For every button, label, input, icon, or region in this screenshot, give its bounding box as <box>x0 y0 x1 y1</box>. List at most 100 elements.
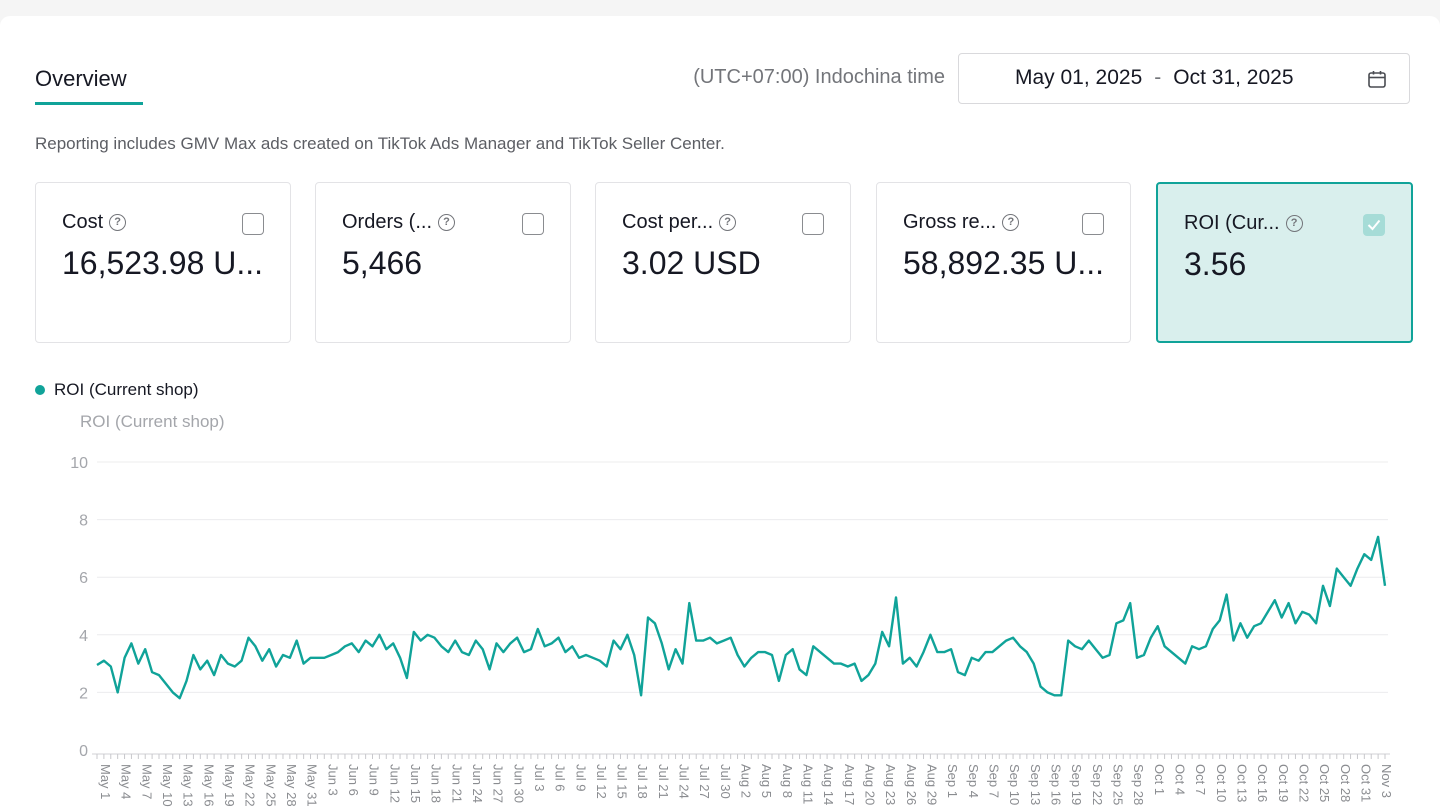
tab-active-indicator <box>35 102 143 105</box>
x-tick-label: Aug 5 <box>759 764 774 798</box>
x-tick-label: Oct 4 <box>1172 764 1187 795</box>
metric-card-roi[interactable]: ROI (Cur...? 3.56 <box>1156 182 1413 343</box>
y-axis-title: ROI (Current shop) <box>80 412 225 431</box>
x-tick-label: Aug 26 <box>904 764 919 805</box>
x-tick-label: May 16 <box>201 764 216 807</box>
timezone-label: (UTC+07:00) Indochina time <box>693 66 945 88</box>
chart-legend[interactable]: ROI (Current shop) <box>35 380 199 400</box>
x-tick-label: Oct 13 <box>1234 764 1249 802</box>
x-tick-label: Sep 19 <box>1069 764 1084 805</box>
metric-checkbox[interactable] <box>242 213 264 235</box>
date-start: May 01, 2025 <box>1015 66 1143 89</box>
overview-panel <box>0 16 1440 810</box>
x-tick-label: Oct 25 <box>1317 764 1332 802</box>
help-icon[interactable]: ? <box>1002 214 1020 231</box>
x-tick-label: Jun 27 <box>491 764 506 803</box>
metric-label: ROI (Cur...? <box>1184 212 1303 235</box>
x-tick-label: Oct 22 <box>1296 764 1311 802</box>
x-tick-label: Jul 12 <box>594 764 609 799</box>
x-tick-label: Oct 28 <box>1338 764 1353 802</box>
x-tick-label: Aug 20 <box>863 764 878 805</box>
metric-card-orders[interactable]: Orders (...? 5,466 <box>315 182 571 343</box>
x-tick-label: Oct 19 <box>1276 764 1291 802</box>
roi-line-chart[interactable]: 0 2 4 6 8 10 May 1 May 4 May 7 May 10 May 13 May 16… <box>0 440 1440 810</box>
x-tick-label: Aug 2 <box>739 764 754 798</box>
x-tick-label: Aug 17 <box>842 764 857 805</box>
metric-value: 58,892.35 U... <box>903 245 1105 281</box>
metric-card-cost[interactable]: Cost? 16,523.98 U... <box>35 182 291 343</box>
y-tick-label: 6 <box>79 570 88 587</box>
metric-checkbox[interactable] <box>802 213 824 235</box>
metric-label-text: Gross re... <box>903 211 997 233</box>
x-tick-label: Aug 11 <box>801 764 816 804</box>
metric-label: Orders (...? <box>342 211 456 234</box>
x-tick-label: Sep 4 <box>966 764 981 798</box>
x-tick-label: May 1 <box>98 764 113 799</box>
metric-label-text: Cost per... <box>622 211 714 233</box>
metric-card-cost-per-order[interactable]: Cost per...? 3.02 USD <box>595 182 851 343</box>
reporting-note: Reporting includes GMV Max ads created o… <box>35 134 725 153</box>
x-tick-label: Jun 9 <box>367 764 382 796</box>
x-tick-label: May 7 <box>139 764 154 799</box>
y-tick-label: 4 <box>79 628 88 645</box>
help-icon[interactable]: ? <box>109 214 127 231</box>
y-tick-label: 8 <box>79 513 88 530</box>
y-tick-label: 2 <box>79 685 88 702</box>
roi-series-line[interactable] <box>96 535 1387 700</box>
date-range-picker[interactable]: May 01, 2025- Oct 31, 2025 <box>958 53 1410 104</box>
metric-label: Gross re...? <box>903 211 1020 234</box>
metric-label-text: Cost <box>62 211 104 233</box>
x-tick-label: May 25 <box>263 764 278 807</box>
x-tick-label: Oct 16 <box>1255 764 1270 802</box>
date-end: Oct 31, 2025 <box>1173 66 1294 89</box>
y-tick-label: 0 <box>79 743 88 760</box>
check-icon <box>1367 219 1381 231</box>
x-tick-label: Sep 16 <box>1049 764 1064 805</box>
x-tick-label: May 19 <box>222 764 237 807</box>
date-range-text: May 01, 2025- Oct 31, 2025 <box>1015 66 1294 90</box>
metric-label: Cost per...? <box>622 211 737 234</box>
x-tick-label: Sep 22 <box>1090 764 1105 805</box>
metric-value: 3.56 <box>1184 246 1247 282</box>
metric-value: 5,466 <box>342 245 423 281</box>
metric-checkbox[interactable] <box>522 213 544 235</box>
help-icon[interactable]: ? <box>438 214 456 231</box>
x-tick-label: May 13 <box>181 764 196 807</box>
x-tick-label: Sep 25 <box>1110 764 1125 805</box>
x-tick-label: Jul 27 <box>697 764 712 799</box>
date-separator: - <box>1154 66 1162 89</box>
x-tick-label: Jul 30 <box>718 764 733 799</box>
help-icon[interactable]: ? <box>719 214 737 231</box>
metric-card-gross-revenue[interactable]: Gross re...? 58,892.35 U... <box>876 182 1131 343</box>
x-tick-label: May 22 <box>243 764 258 807</box>
help-icon[interactable]: ? <box>1285 215 1303 232</box>
tab-overview[interactable]: Overview <box>35 66 127 91</box>
x-tick-label: May 31 <box>305 764 320 807</box>
metric-label-text: ROI (Cur... <box>1184 212 1280 234</box>
metric-checkbox-checked[interactable] <box>1363 214 1385 236</box>
x-tick-label: Jun 30 <box>511 764 526 803</box>
metric-checkbox[interactable] <box>1082 213 1104 235</box>
x-tick-label: Sep 28 <box>1131 764 1146 805</box>
calendar-icon <box>1368 71 1386 88</box>
x-tick-label: Oct 7 <box>1193 764 1208 795</box>
x-tick-label: Jun 21 <box>449 764 464 803</box>
x-tick-label: Jun 24 <box>470 764 485 803</box>
x-tick-label: Sep 7 <box>987 764 1002 798</box>
x-tick-label: Jul 6 <box>553 764 568 791</box>
x-tick-label: Sep 1 <box>945 764 960 798</box>
x-tick-label: Oct 1 <box>1152 764 1167 795</box>
x-tick-label: Jun 18 <box>429 764 444 803</box>
x-tick-label: Aug 14 <box>821 764 836 805</box>
legend-dot <box>35 385 45 395</box>
x-tick-label: Aug 8 <box>780 764 795 798</box>
x-tick-label: Jul 15 <box>615 764 630 799</box>
x-tick-label: May 10 <box>160 764 175 807</box>
metric-label-text: Orders (... <box>342 211 433 233</box>
x-tick-label: May 28 <box>284 764 299 807</box>
x-tick-label: Jul 3 <box>532 764 547 791</box>
x-tick-label: Jun 15 <box>408 764 423 803</box>
x-tick-label: Jun 6 <box>346 764 361 796</box>
x-tick-label: Oct 31 <box>1358 764 1373 802</box>
metric-label: Cost? <box>62 211 127 234</box>
